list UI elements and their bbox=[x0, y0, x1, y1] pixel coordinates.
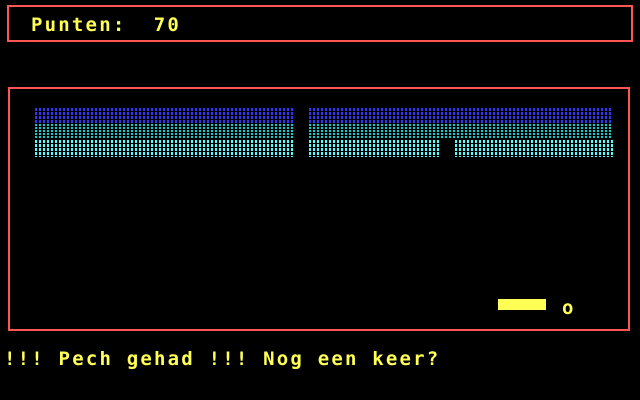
brick-segment bbox=[309, 107, 613, 123]
score-panel: Punten: 70 bbox=[7, 5, 633, 42]
game-over-message: !!! Pech gehad !!! Nog een keer? bbox=[4, 348, 441, 370]
score-text: Punten: 70 bbox=[31, 14, 182, 36]
brick-row bbox=[10, 107, 628, 123]
ball: o bbox=[562, 297, 574, 319]
play-field: o bbox=[8, 87, 630, 331]
brick-segment bbox=[309, 139, 440, 157]
brick-segment bbox=[35, 123, 293, 139]
brick-row bbox=[10, 139, 628, 157]
brick-row bbox=[10, 123, 628, 139]
paddle[interactable] bbox=[498, 299, 546, 310]
brick-segment bbox=[35, 107, 293, 123]
brick-segment bbox=[455, 139, 613, 157]
brick-segment bbox=[309, 123, 613, 139]
brick-layer bbox=[10, 89, 628, 329]
brick-segment bbox=[35, 139, 293, 157]
